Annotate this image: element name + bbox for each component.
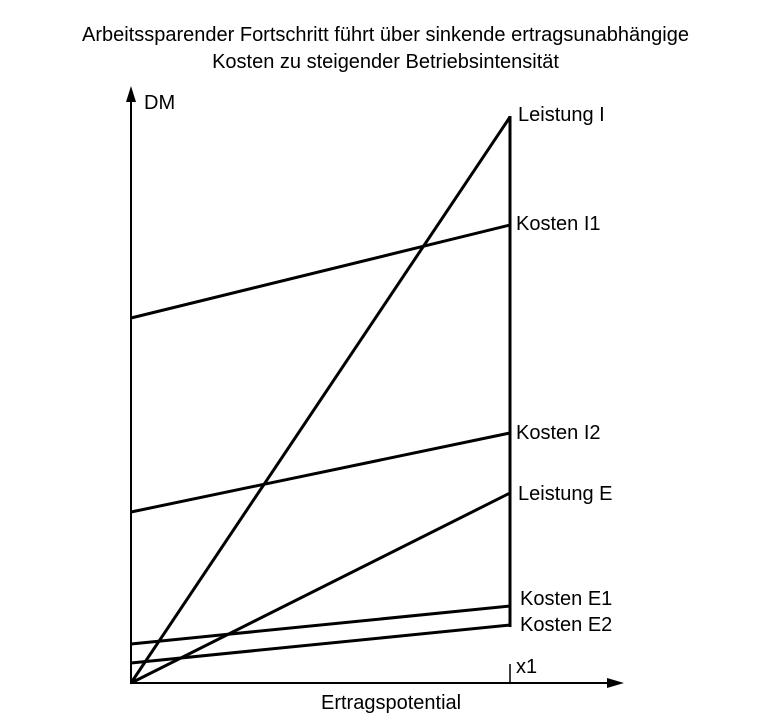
diagram-title-line2: Kosten zu steigender Betriebsintensität (212, 51, 559, 73)
leistung-i-line (129, 116, 512, 684)
kosten-e1-label: Kosten E1 (520, 588, 613, 610)
kosten-i1-line (130, 223, 511, 320)
y-axis-label: DM (144, 92, 176, 114)
leistung-e-line (130, 491, 511, 685)
kosten-i1-label: Kosten I1 (516, 213, 601, 235)
diagram-title-line1: Arbeitssparender Fortschritt führt über … (81, 24, 689, 46)
x-axis-arrow (607, 678, 624, 688)
x-axis-label: Ertragspotential (321, 692, 462, 714)
leistung-i-label: Leistung I (518, 104, 605, 126)
kosten-i2-line (130, 431, 511, 514)
kosten-e2-label: Kosten E2 (520, 614, 613, 636)
leistung-e-label: Leistung E (518, 483, 613, 505)
kosten-i2-label: Kosten I2 (516, 422, 601, 444)
kosten-e1-line (130, 604, 511, 646)
y-axis-arrow (126, 86, 136, 102)
x1-label: x1 (516, 656, 538, 678)
kosten-e2-line (130, 623, 511, 665)
